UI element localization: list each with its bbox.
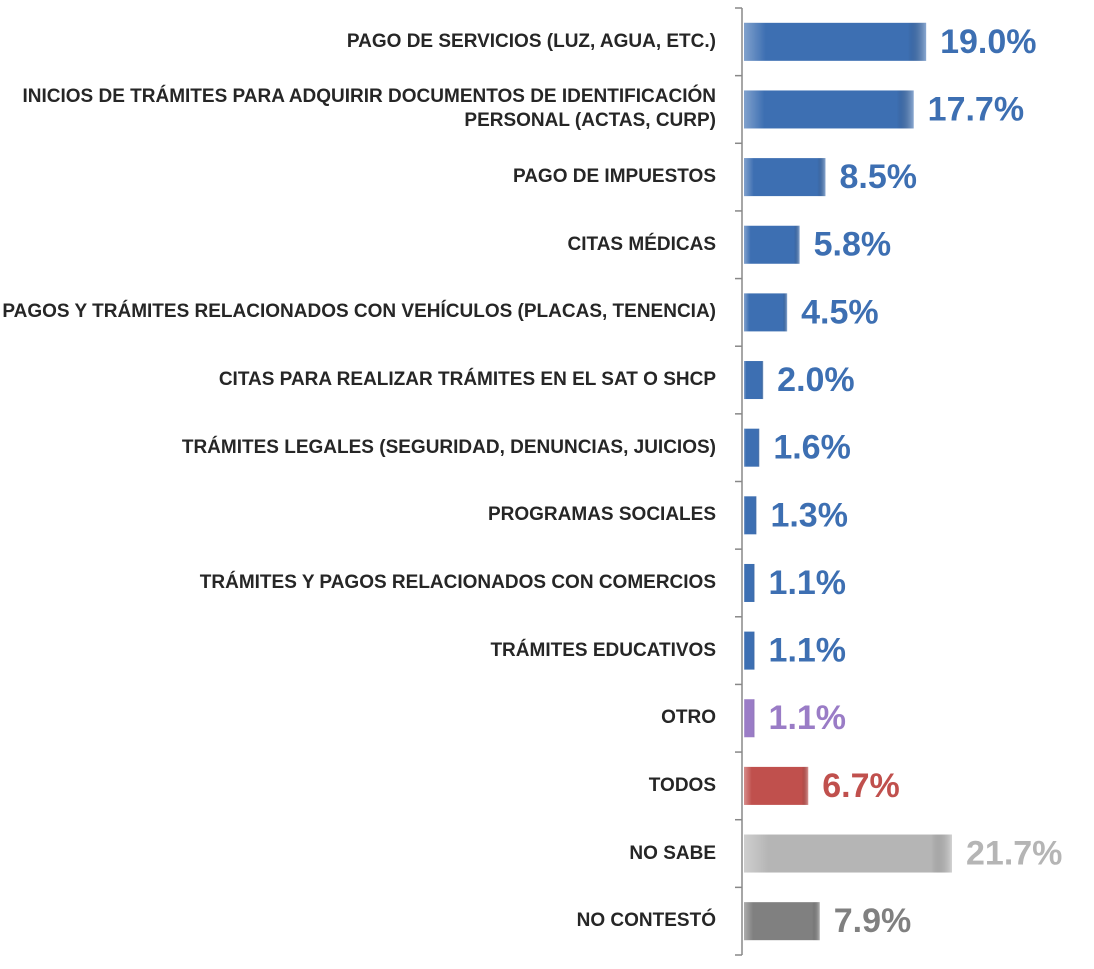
category-label: NO CONTESTÓ	[576, 910, 716, 932]
bar-shade	[744, 90, 914, 129]
bar-shade	[744, 428, 760, 467]
value-label: 1.1%	[769, 564, 847, 602]
value-label: 4.5%	[801, 293, 879, 331]
value-label: 1.1%	[769, 632, 847, 670]
value-label: 17.7%	[928, 90, 1024, 128]
bar-shade	[744, 158, 826, 197]
category-label: TRÁMITES Y PAGOS RELACIONADOS CON COMERC…	[199, 571, 716, 593]
value-label: 1.6%	[773, 429, 851, 467]
bar-shade	[744, 496, 757, 535]
category-label: TRÁMITES EDUCATIVOS	[490, 639, 716, 661]
value-label: 1.1%	[769, 699, 847, 737]
value-label: 1.3%	[770, 496, 848, 534]
category-label: PROGRAMAS SOCIALES	[487, 504, 716, 526]
category-label: PAGOS Y TRÁMITES RELACIONADOS CON VEHÍCU…	[2, 301, 716, 323]
bar-shade	[744, 766, 809, 805]
category-label: TRÁMITES LEGALES (SEGURIDAD, DENUNCIAS, …	[181, 436, 716, 458]
bar-shade	[744, 834, 952, 873]
bar-shade	[744, 293, 788, 332]
bar-shade	[744, 699, 755, 738]
category-label: OTRO	[661, 707, 716, 729]
bar-shade	[744, 22, 927, 61]
bar-shade	[744, 225, 800, 264]
value-label: 8.5%	[839, 158, 917, 196]
value-label: 19.0%	[940, 23, 1036, 61]
bar-shade	[744, 361, 764, 400]
value-label: 7.9%	[834, 902, 912, 940]
category-label: PAGO DE SERVICIOS (LUZ, AGUA, ETC.)	[346, 30, 716, 52]
value-label: 2.0%	[777, 361, 855, 399]
category-label: PAGO DE IMPUESTOS	[512, 166, 716, 188]
value-label: 5.8%	[814, 226, 892, 264]
category-label: TODOS	[648, 774, 716, 796]
bar-shade	[744, 902, 820, 941]
bar-shade	[744, 631, 755, 670]
category-label: INICIOS DE TRÁMITES PARA ADQUIRIR DOCUME…	[22, 86, 716, 132]
value-label: 21.7%	[966, 835, 1062, 873]
category-label: NO SABE	[629, 842, 716, 864]
category-label: CITAS MÉDICAS	[567, 233, 716, 255]
category-label: CITAS PARA REALIZAR TRÁMITES EN EL SAT O…	[218, 369, 716, 391]
bar-shade	[744, 563, 755, 602]
value-label: 6.7%	[822, 767, 900, 805]
